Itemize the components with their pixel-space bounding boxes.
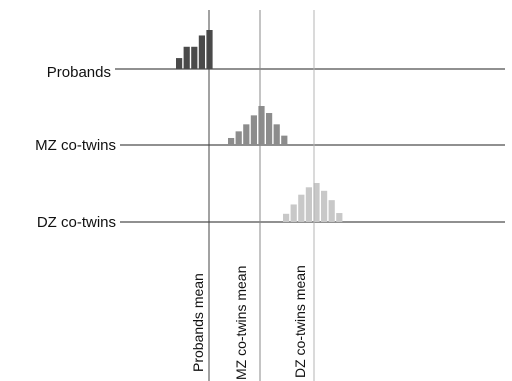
row-labels: Probands MZ co-twins DZ co-twins (35, 64, 116, 231)
histogram-bar-probands (198, 35, 205, 69)
histogram-bar-dz-co-twins (283, 213, 290, 222)
row-label-dz-co-twins: DZ co-twins (37, 214, 116, 231)
histogram-bar-mz-co-twins (258, 106, 265, 145)
histogram-bar-probands (183, 46, 190, 69)
histogram-bar-dz-co-twins (290, 204, 297, 222)
mean-labels: Probands mean MZ co-twins mean DZ co-twi… (190, 265, 308, 380)
mean-label-dz-co-twins: DZ co-twins mean (292, 265, 308, 378)
histogram-bar-mz-co-twins (266, 113, 273, 145)
histogram-bar-mz-co-twins (281, 135, 288, 145)
histogram-bar-mz-co-twins (250, 115, 257, 145)
histogram-bar-probands (191, 46, 198, 69)
histogram-bars (176, 30, 343, 222)
histogram-bar-mz-co-twins (243, 124, 250, 145)
histogram-bar-mz-co-twins (228, 137, 235, 145)
histogram-bar-dz-co-twins (313, 183, 320, 222)
histogram-bar-mz-co-twins (273, 124, 280, 145)
histogram-bar-dz-co-twins (305, 187, 312, 222)
row-label-mz-co-twins: MZ co-twins (35, 137, 116, 154)
mean-label-mz-co-twins: MZ co-twins mean (233, 266, 249, 380)
histogram-bar-probands (176, 58, 183, 69)
histogram-bar-mz-co-twins (235, 131, 242, 145)
histogram-bar-dz-co-twins (328, 200, 335, 222)
histogram-bar-dz-co-twins (321, 190, 328, 222)
histogram-bar-dz-co-twins (298, 194, 305, 222)
histogram-bar-dz-co-twins (336, 213, 343, 222)
row-label-probands: Probands (47, 64, 111, 81)
mean-lines (208, 10, 315, 381)
mean-label-probands: Probands mean (190, 273, 206, 372)
